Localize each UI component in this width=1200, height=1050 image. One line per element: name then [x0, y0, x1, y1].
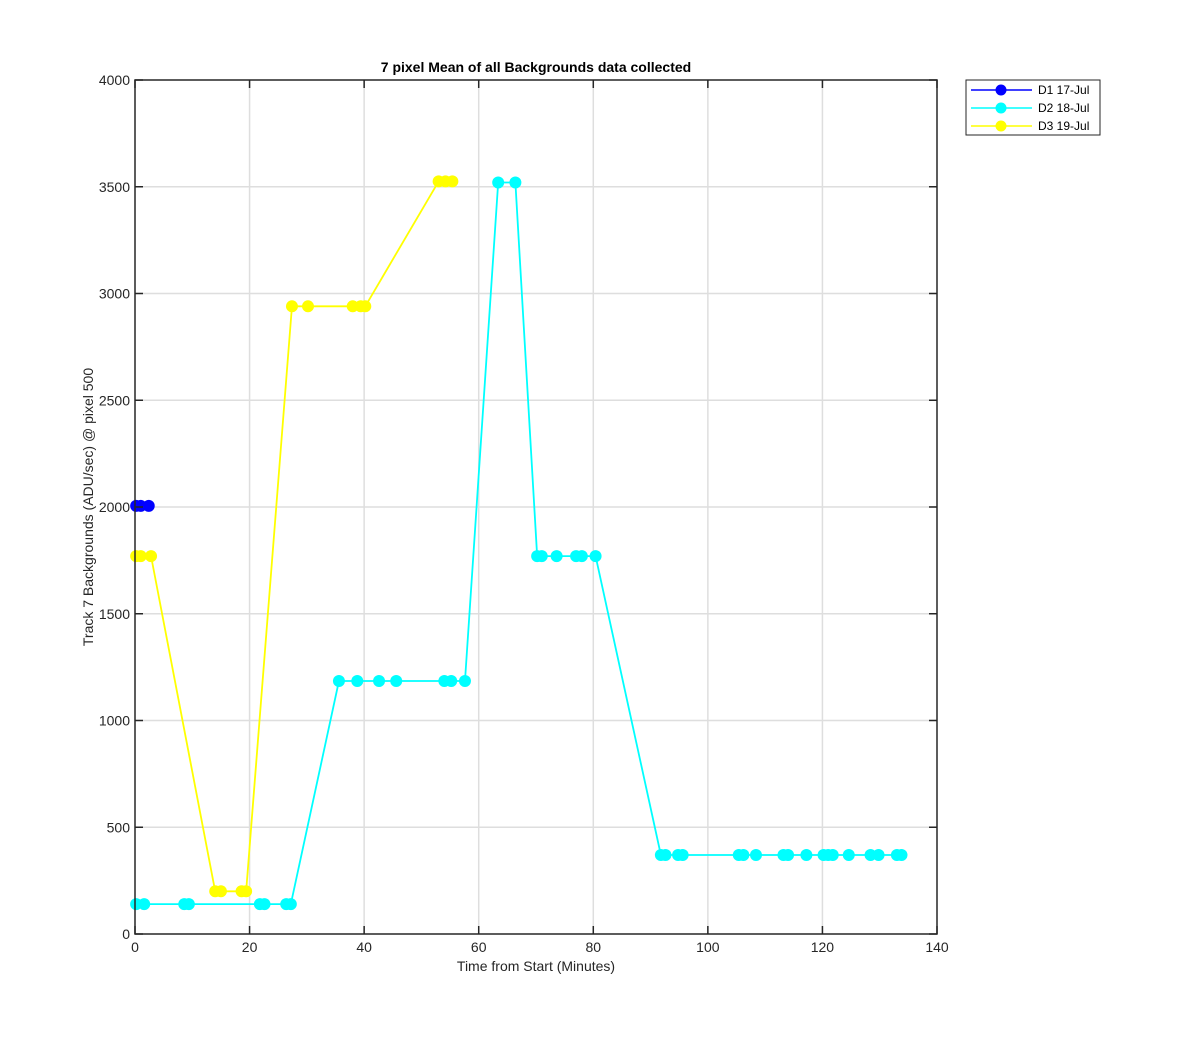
data-point [214, 885, 227, 898]
data-point [359, 300, 372, 313]
data-point [302, 300, 314, 313]
data-series [130, 175, 908, 911]
x-tick-label: 40 [356, 939, 372, 955]
legend-label-d3: D3 19-Jul [1038, 119, 1089, 133]
data-point [134, 550, 147, 563]
data-point [749, 849, 762, 861]
data-point [589, 550, 602, 563]
legend-entry-d1: D1 17-Jul [971, 83, 1089, 97]
data-point [240, 885, 253, 898]
series-1 [130, 499, 155, 512]
x-tick-label: 60 [471, 939, 487, 955]
x-axis-label: Time from Start (Minutes) [457, 958, 615, 974]
y-tick-label: 1500 [99, 606, 130, 622]
x-tick-label: 120 [811, 939, 835, 955]
legend-entry-d3: D3 19-Jul [971, 119, 1089, 133]
y-tick-label: 1000 [99, 713, 130, 729]
y-tick-label: 3500 [99, 179, 130, 195]
chart-title: 7 pixel Mean of all Backgrounds data col… [381, 59, 691, 75]
data-point [458, 675, 471, 687]
data-point [575, 550, 588, 563]
data-point [145, 550, 158, 563]
data-point [138, 898, 151, 911]
data-point [782, 849, 795, 861]
data-point [390, 675, 403, 687]
data-point [332, 675, 345, 687]
y-tick-label: 0 [122, 926, 130, 942]
data-point [285, 300, 298, 313]
data-point [509, 176, 522, 189]
data-point [142, 499, 155, 512]
data-point [550, 550, 563, 563]
legend-marker-d2 [995, 102, 1007, 114]
data-point [895, 849, 908, 861]
legend-marker-d1 [995, 84, 1007, 96]
grid-lines [135, 80, 937, 934]
legend-entry-d2: D2 18-Jul [971, 101, 1089, 115]
data-point [284, 898, 297, 911]
y-tick-label: 4000 [99, 72, 130, 88]
legend-label-d1: D1 17-Jul [1038, 83, 1089, 97]
data-point [872, 849, 885, 861]
y-tick-label: 2500 [99, 392, 130, 408]
y-tick-label: 3000 [99, 286, 130, 302]
data-point [800, 849, 813, 861]
data-point [182, 898, 195, 911]
axis-ticks: 0 20 40 60 80 100 120 140 0 500 1000 1500 2000 2500 30… [99, 72, 949, 955]
series-3 [130, 175, 459, 898]
data-point [373, 675, 386, 687]
data-point [492, 176, 505, 189]
y-tick-label: 2000 [99, 499, 130, 515]
data-point [676, 849, 689, 861]
data-point [258, 898, 271, 911]
data-point [535, 550, 548, 563]
y-axis-label: Track 7 Backgrounds (ADU/sec) @ pixel 50… [80, 368, 96, 646]
y-tick-label: 500 [107, 819, 131, 835]
legend: D1 17-Jul D2 18-Jul D3 19-Jul [965, 79, 1101, 136]
legend-marker-d3 [995, 120, 1007, 132]
data-point [826, 849, 839, 861]
x-tick-label: 20 [242, 939, 258, 955]
x-tick-label: 0 [131, 939, 139, 955]
legend-label-d2: D2 18-Jul [1038, 101, 1089, 115]
x-tick-label: 140 [925, 939, 949, 955]
x-tick-label: 100 [696, 939, 720, 955]
data-point [842, 849, 855, 861]
x-tick-label: 80 [585, 939, 601, 955]
data-point [737, 849, 750, 861]
data-point [446, 175, 459, 188]
data-point [659, 849, 672, 861]
data-point [445, 675, 458, 687]
series-2 [130, 176, 908, 911]
data-point [351, 675, 364, 687]
